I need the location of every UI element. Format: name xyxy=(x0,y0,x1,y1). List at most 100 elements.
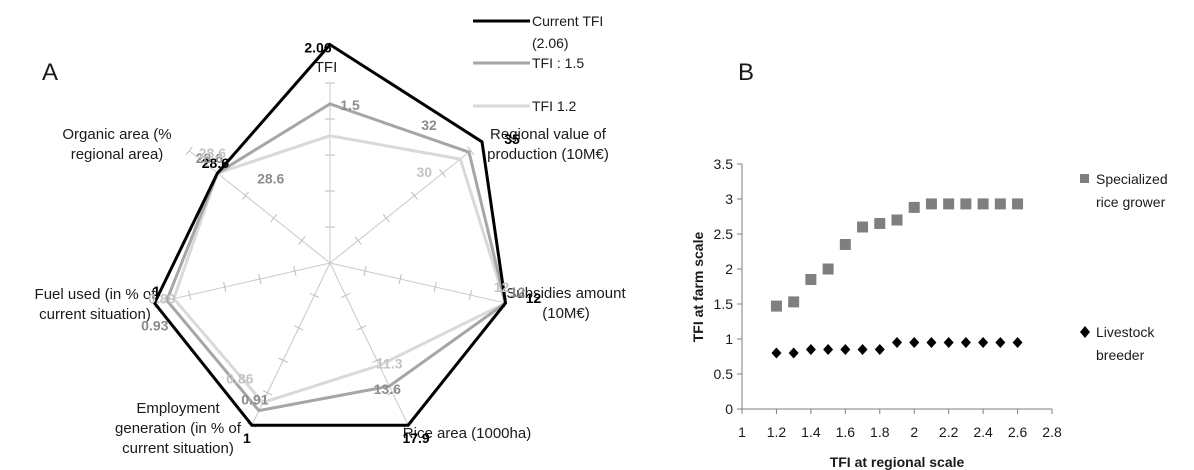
radar-series-1 xyxy=(165,102,508,413)
radar-value-label: 30 xyxy=(417,164,433,180)
radar-axis-label-line: Employment xyxy=(136,400,220,417)
x-axis-title: TFI at regional scale xyxy=(830,454,965,470)
radar-axis-label-line: (10M€) xyxy=(542,305,590,322)
radar-tick xyxy=(185,146,193,155)
legend-square-marker xyxy=(1080,174,1089,183)
radar-tick xyxy=(467,146,475,155)
radar-axis-label-line: current situation) xyxy=(39,306,151,323)
scatter-legend-entry-line: Livestock xyxy=(1096,324,1155,340)
radar-chart: A TFI Regional value of production (10M€) Su… xyxy=(35,13,627,457)
radar-spoke xyxy=(329,150,472,264)
rice-grower-point xyxy=(874,218,886,229)
radar-value-label: 11.3 xyxy=(376,355,403,371)
radar-axis-label-line: Organic area (% xyxy=(62,126,171,143)
radar-axis-label: Organic area (% regional area) xyxy=(62,126,171,163)
radar-axis-label-line: Regional value of xyxy=(490,126,607,143)
radar-tick xyxy=(410,191,418,200)
radar-tick xyxy=(398,274,402,285)
scatter-legend-entry-line: rice grower xyxy=(1096,194,1166,210)
radar-value-label: 0.86 xyxy=(226,371,253,387)
radar-axis-label: Employment generation (in % of current sit… xyxy=(115,400,242,457)
scatter-chart: B 0 0.5 1 1.5 2 2.5 3 3.5 1 1.2 1.4 1.6 1.8 2 2.2 2.4 2.6… xyxy=(690,59,1168,470)
radar-axis-label: Subsidies amount (10M€) xyxy=(506,285,626,322)
radar-tick xyxy=(382,213,390,223)
radar-tick xyxy=(188,290,192,301)
legend-diamond-marker xyxy=(1080,326,1090,338)
radar-axis-label-line: Rice area (1000ha) xyxy=(403,425,531,442)
radar-value-label: 12 xyxy=(494,279,510,295)
radar-tick xyxy=(340,292,351,299)
x-tick-label: 2.8 xyxy=(1042,424,1062,440)
livestock-point xyxy=(788,347,799,359)
radar-tick xyxy=(433,282,437,293)
scatter-legend-entry: Livestock breeder xyxy=(1096,324,1155,363)
livestock-point xyxy=(857,344,868,355)
radar-spoke xyxy=(251,262,331,426)
livestock-point xyxy=(892,337,902,348)
radar-value-label: 35 xyxy=(504,131,520,147)
legend-entry-line: TFI : 1.5 xyxy=(532,55,584,71)
radar-tick xyxy=(354,236,362,245)
radar-axis-label-line: generation (in % of xyxy=(115,420,242,437)
radar-tick-value-label: 28.6 xyxy=(257,170,284,186)
rice-grower-point xyxy=(908,201,920,213)
y-tick-label: 2 xyxy=(725,261,733,277)
radar-spoke xyxy=(329,262,409,426)
radar-value-label: 0.89 xyxy=(148,291,175,307)
y-tick-label: 3.5 xyxy=(714,156,734,172)
rice-grower-point xyxy=(925,198,937,210)
radar-spoke xyxy=(154,262,331,304)
y-tick-label: 0 xyxy=(725,401,733,417)
rice-grower-point xyxy=(839,239,851,250)
livestock-point xyxy=(943,337,954,348)
radar-tick xyxy=(278,357,288,363)
radar-value-label: 0.91 xyxy=(241,392,268,408)
rice-grower-point xyxy=(770,300,782,312)
radar-value-label: 1 xyxy=(243,430,251,446)
radar-axis-label: Fuel used (in % of current situation) xyxy=(35,286,157,323)
radar-tick xyxy=(468,290,472,301)
radar-axis-label-line: current situation) xyxy=(122,440,234,457)
panel-label-a: A xyxy=(42,59,58,86)
radar-axis-label-line: Fuel used (in % of xyxy=(35,286,157,303)
radar-value-label: 12 xyxy=(510,284,526,300)
radar-value-label: 28.6 xyxy=(199,145,226,161)
livestock-point xyxy=(771,347,782,359)
y-tick-label: 0.5 xyxy=(714,366,734,382)
radar-value-label: 12 xyxy=(526,290,542,306)
legend-entry: TFI 1.2 xyxy=(532,98,577,114)
y-tick-label: 2.5 xyxy=(714,226,734,242)
radar-tick xyxy=(387,390,398,396)
radar-tick xyxy=(298,236,306,245)
radar-value-label: 17.9 xyxy=(402,430,429,446)
livestock-point xyxy=(995,337,1006,348)
radar-value-label: 1.5 xyxy=(340,97,360,113)
radar-tick xyxy=(293,266,297,276)
livestock-point xyxy=(874,344,885,355)
radar-value-label: 0.93 xyxy=(141,317,168,333)
legend-entry-line: Current TFI xyxy=(532,13,603,29)
scatter-legend-entry: Specialized rice grower xyxy=(1096,171,1168,210)
rice-grower-point xyxy=(788,296,800,308)
radar-value-label: 28.6 xyxy=(196,150,223,166)
rice-grower-point xyxy=(891,214,903,226)
radar-series-0 xyxy=(152,42,508,427)
radar-tick xyxy=(258,274,262,285)
scatter-legend-entry-line: breeder xyxy=(1096,347,1145,363)
legend-entry-line: TFI 1.2 xyxy=(532,98,577,114)
x-tick-label: 1.4 xyxy=(801,424,821,440)
radar-legend: Current TFI (2.06) TFI : 1.5 TFI 1.2 xyxy=(473,13,603,114)
rice-grower-point xyxy=(857,221,869,233)
radar-value-label: 2.06 xyxy=(304,40,331,56)
x-tick-label: 2.2 xyxy=(939,424,959,440)
radar-series-2 xyxy=(172,134,508,405)
livestock-point xyxy=(840,344,851,355)
radar-axis-label: TFI xyxy=(315,59,338,76)
rice-grower-point xyxy=(943,198,955,210)
legend-entry: TFI : 1.5 xyxy=(532,55,584,71)
livestock-point xyxy=(960,337,971,348)
radar-value-label: 1 xyxy=(153,283,161,299)
x-tick-label: 2.6 xyxy=(1008,424,1028,440)
livestock-point xyxy=(909,337,920,348)
